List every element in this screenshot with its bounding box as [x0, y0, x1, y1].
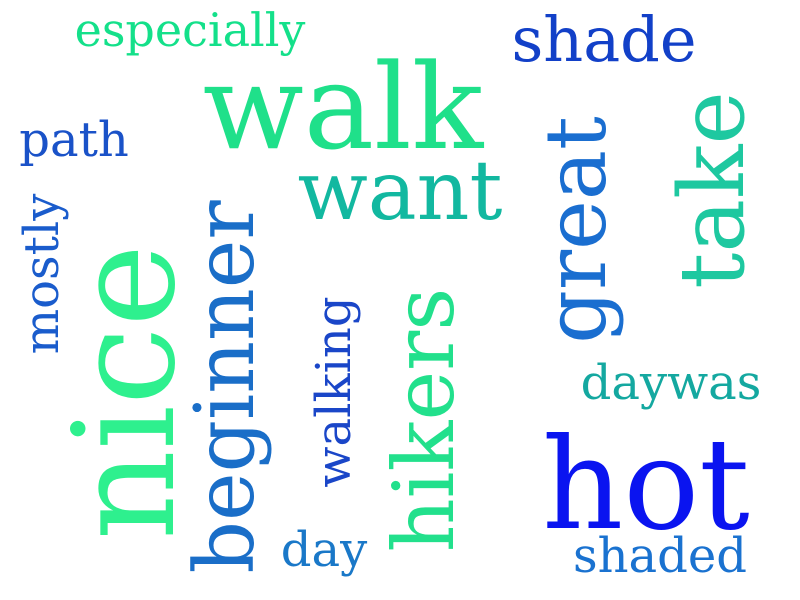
word-walking: walking [310, 296, 358, 487]
word-daywas: daywas [581, 359, 762, 407]
word-day: day [281, 526, 367, 574]
word-path: path [19, 116, 129, 164]
word-great: great [534, 116, 618, 343]
word-shade: shade [511, 9, 696, 71]
word-hikers: hikers [382, 288, 466, 553]
word-shaded: shaded [573, 532, 747, 580]
word-beginner: beginner [185, 200, 267, 573]
word-take: take [668, 91, 758, 289]
word-nice: nice [56, 244, 196, 540]
word-want: want [298, 151, 503, 233]
